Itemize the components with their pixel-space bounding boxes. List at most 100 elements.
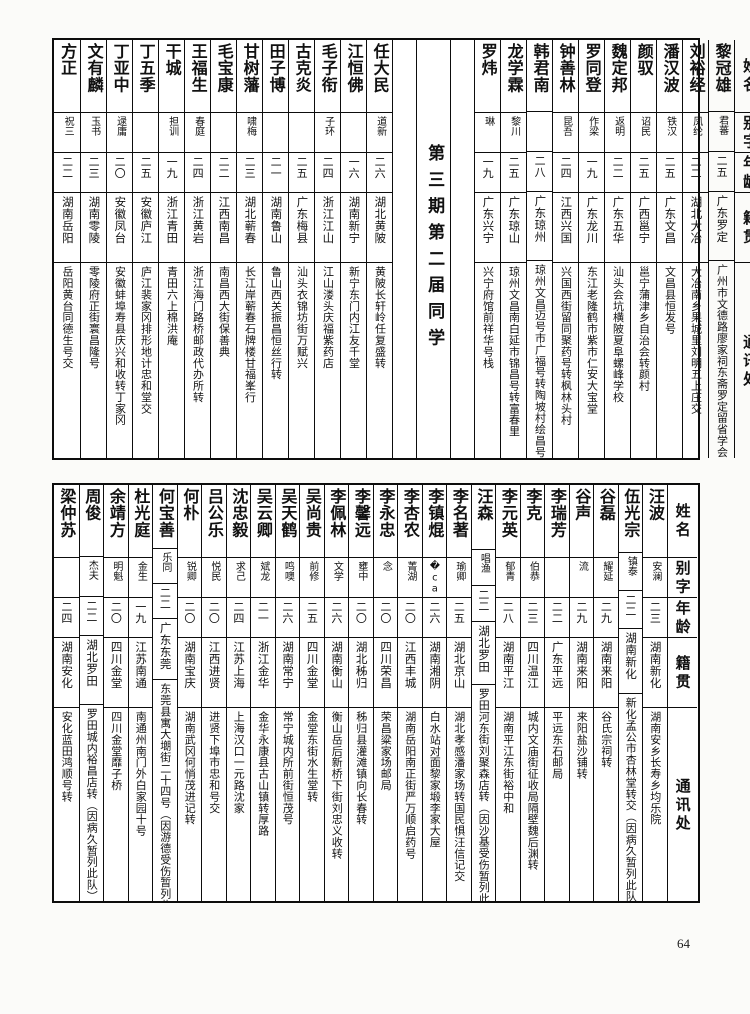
roster-entry-column[interactable]: 罗同登 作梁 一九 广东龙川 东江老隆鹤市紫市仁安大宝堂 <box>578 40 604 458</box>
entry-alias-cell: 瑜卿 <box>447 557 471 597</box>
roster-entry-column[interactable]: 干城 担训 一九 浙江青田 青田六上棉洪庵 <box>158 40 184 458</box>
roster-entry-column[interactable]: 吴尚贵 前修 二五 四川金堂 金堂东街水生堂转 <box>299 485 324 901</box>
header-name: 姓名 <box>741 58 750 95</box>
page-number: 64 <box>677 936 690 951</box>
roster-entry-column[interactable]: 古克炎 二五 广东梅县 汕头衣锦坊街万赋兴 <box>288 40 314 458</box>
entry-alias: 悦民 <box>208 561 220 582</box>
roster-entry-column[interactable]: 文有麟 玉书 二三 湖南零陵 零陵府正街寰昌隆号 <box>80 40 106 458</box>
roster-entry-column[interactable]: 何朴 锐卿 二〇 湖南宝庆 湖南武冈何悄茂进记转 <box>176 485 201 901</box>
entry-age: 二六 <box>280 601 294 624</box>
entry-name-cell: 吴云卿 <box>251 485 275 557</box>
roster-entry-column[interactable]: 汪森 唱渔 二二 湖北罗田 罗田河东街刘聚森店转（因沙基受伤暂列此队） <box>470 485 495 901</box>
entry-native-place: 广东梅县 <box>295 196 310 244</box>
header-address: 通讯处 <box>741 333 750 389</box>
entry-name: 吴天鹤 <box>278 488 298 538</box>
roster-entry-column[interactable]: 李馨远 壅中 二〇 湖北秭归 秭归县灌滩镇向长春转 <box>348 485 373 901</box>
roster-entry-column[interactable]: 江恒佛 一六 湖南新宁 新宁东门内江友千堂 <box>340 40 366 458</box>
entry-age-cell: 二一 <box>251 597 275 637</box>
roster-entry-column[interactable]: 毛宝康 二二 江西南昌 南昌西大街保善典 <box>210 40 236 458</box>
entry-age: 二九 <box>599 601 613 624</box>
roster-entry-column[interactable]: 谷磊 耀延 二九 湖南来阳 谷氏宗祠转 <box>593 485 618 901</box>
roster-entry-column[interactable]: 谷声流二九 湖南来阳 来阳盐沙铺转 <box>568 485 593 901</box>
entry-address-cell: 广州市文德路廖家祠东斋罗定留省学会 <box>709 260 734 458</box>
roster-entry-column[interactable]: 何宝善 乐同 二二 广东东莞 东莞县寓大㙟街二十四号（因游德受伤暂列此队） <box>152 485 177 901</box>
entry-alias-cell: 铁汉 <box>657 112 682 152</box>
roster-entry-column[interactable]: 潘汉波 铁汉 二五 广东文昌 文昌县恒发号 <box>656 40 682 458</box>
entry-name: 李名著 <box>449 488 469 538</box>
roster-entry-column[interactable]: 李永忠念二〇 四川荣昌 荣昌粱家场邮局 <box>372 485 397 901</box>
entry-native-place: 广西邕宁 <box>637 196 652 244</box>
entry-alias-cell: 壅中 <box>349 557 373 597</box>
entry-alias-cell: 昆吾 <box>553 112 578 152</box>
entry-native-place-cell: 广东罗定 <box>709 190 734 260</box>
entry-alias-cell: 作梁 <box>579 112 604 152</box>
entry-name: 李克 <box>523 488 543 522</box>
roster-entry-column[interactable]: 汪波 安澜 二三 湖南新化 湖南安乡长寿乡均乐院 <box>642 485 667 901</box>
entry-native-place: 广东兴宁 <box>481 196 496 244</box>
roster-entry-column[interactable]: 黎冠雄 君蕃 二五 广东罗定 广州市文德路廖家祠东斋罗定留省学会 <box>708 40 734 458</box>
entry-name: 汪森 <box>474 488 494 522</box>
roster-entry-column[interactable]: 龙学霖 黎川 二五 广东琼山 琼州文昌南白延市锦昌号转富春里 <box>500 40 526 458</box>
roster-entry-column[interactable]: 周俊 杰夫 二二 湖北罗田 罗田城内裕昌店转（因病久暂列此队） <box>78 485 103 901</box>
roster-entry-column[interactable]: 李杏农 菁湖 二〇 江西丰城 湖南岳阳南正街严万顺启药号 <box>397 485 422 901</box>
roster-entry-column[interactable]: 钟善林 昆吾 二四 江西兴国 兴国西街留同聚药号转枫林头村 <box>552 40 578 458</box>
roster-entry-column[interactable]: 梁仲苏 二四 湖南安化 安化蓝田鸿顺号转 <box>54 485 79 901</box>
roster-entry-column[interactable]: 丁五季 二五 安徽庐江 庐江裴家冈排形地计忠和堂交 <box>132 40 158 458</box>
roster-entry-column[interactable]: 余靖方 明魁 二〇 四川金堂 四川金堂靡子桥 <box>103 485 128 901</box>
entry-age: 二〇 <box>109 601 123 624</box>
roster-entry-column[interactable]: 吴天鹤 鸣噢 二六 湖南常宁 常宁城内所前街恒茂号 <box>274 485 299 901</box>
entry-alias: 诏民 <box>638 116 650 137</box>
entry-native-place-cell: 江西进贤 <box>202 637 226 707</box>
roster-entry-column[interactable]: 甘树藩 啸梅 二三 湖北蕲春 长江岸蕲春石牌楼甘福峯行 <box>236 40 262 458</box>
entry-native-place-cell: 广东琼州 <box>527 190 552 260</box>
roster-entry-column[interactable]: 毛子衔 子环 二四 浙江江山 江山溇头庆福紫药店 <box>314 40 340 458</box>
roster-entry-column[interactable]: 李名著 瑜卿 二五 湖北京山 湖北孝感潘家场转国民惧汪信记交 <box>446 485 471 901</box>
roster-entry-column[interactable]: 李瑞芳 二二 广东平远 平远东石邮局 <box>544 485 569 901</box>
entry-name: 甘树藩 <box>240 43 260 93</box>
roster-entry-column[interactable]: 李克 伯恭 二三 四川温江 城内文庙街征收局隔壁魏后渊转 <box>519 485 544 901</box>
entry-address-cell: 兴国西街留同聚药号转枫林头村 <box>553 262 578 458</box>
entry-name-cell: 李馨远 <box>349 485 373 557</box>
entry-name: 罗炜 <box>478 43 498 77</box>
roster-entry-column[interactable]: 沈忠毅 求己 二四 江苏上海 上海汉口一元路沈家 <box>225 485 250 901</box>
roster-entry-column[interactable]: 罗炜琳一九 广东兴宁 兴宁府馆前祥华号栈 <box>474 40 500 458</box>
entry-address: 平远东石邮局 <box>550 711 564 780</box>
roster-entry-column[interactable]: 王福生 春庭 二四 浙江黄岩 浙江海门路桥邮政代办所转 <box>184 40 210 458</box>
roster-entry-column[interactable]: 刘裕经 凤纶 二二 湖北大冶 大冶南乡果城里刘明五上庄交 <box>682 40 708 458</box>
entry-address: 兴国西街留同聚药号转枫林头村 <box>559 266 573 426</box>
entry-age-cell: 二六 <box>324 597 348 637</box>
roster-entry-column[interactable]: 颜驭 诏民 二五 广西邕宁 邕宁蒲津乡自治会转颜村 <box>630 40 656 458</box>
roster-entry-column[interactable]: 丁亚中 逯庸 二〇 安徽凤台 安徽蚌埠寿县庆兴和收转丁家冈 <box>106 40 132 458</box>
entry-native-place: 湖南平江 <box>501 641 516 689</box>
roster-entry-column[interactable]: 吕公乐 悦民 二〇 江西进贤 进贤下埠市忠和号交 <box>201 485 226 901</box>
entry-alias: 返明 <box>612 116 624 137</box>
entry-address: 湖南武冈何悄茂进记转 <box>183 711 197 825</box>
entry-age: 二五 <box>295 156 309 179</box>
entry-address: 常宁城内所前街恒茂号 <box>281 711 295 825</box>
roster-entry-column[interactable]: 韩君南 二八 广东琼州 琼州文昌迈号市广福号转陶坡村绘昌号 <box>526 40 552 458</box>
entry-alias: 黎川 <box>508 116 520 137</box>
entry-alias: 念 <box>380 561 392 572</box>
entry-native-place-cell: 湖南新化 <box>643 637 667 707</box>
roster-entry-column[interactable]: 伍光宗 镇泰 二二 湖南新化 新化孟公市杏林堂转交（因病久暂列此队） <box>617 485 642 901</box>
roster-entry-column[interactable]: 李佩林 文学 二六 湖南衡山 衡山岳后新桥下街刘忠义收转 <box>323 485 348 901</box>
header-address-cell: 通讯处 <box>667 707 697 901</box>
roster-entry-column[interactable]: 李元英 郁青 二八 湖南平江 湖南平江东街裕中和 <box>495 485 520 901</box>
entry-address-cell: 浙江海门路桥邮政代办所转 <box>185 262 210 458</box>
entry-age-cell: 二九 <box>594 597 618 637</box>
entry-age-cell: 二五 <box>501 152 526 192</box>
roster-entry-column[interactable]: 任大民 道新 二六 湖北黄陂 黄陂长轩岭任复盛转 <box>366 40 392 458</box>
entry-alias: �castle <box>429 561 440 597</box>
roster-entry-column[interactable]: 田子博 二一 湖南鲁山 鲁山西关振昌恒丝行转 <box>262 40 288 458</box>
roster-entry-column[interactable]: 杜光庭 金生 一九 江苏南通 南通州南门外白家园十号 <box>127 485 152 901</box>
roster-entry-column[interactable]: 吴云卿 斌龙 二一 浙江金华 金华永康县古山镇转厚路 <box>250 485 275 901</box>
entry-name-cell: 古克炎 <box>289 40 314 112</box>
entry-address: 白水站对面黎家塅李家大屋 <box>428 711 442 848</box>
roster-entry-column[interactable]: 方正 祝三 二二 湖南岳阳 岳阳黄台同德生号交 <box>54 40 80 458</box>
entry-name: 梁仲苏 <box>57 488 77 538</box>
entry-address: 琼州文昌南白延市锦昌号转富春里 <box>507 266 521 437</box>
entry-age: 二二 <box>689 156 703 179</box>
roster-entry-column[interactable]: 魏定邦 返明 二二 广东五华 汕头会坑横陂夏阜螺峰学校 <box>604 40 630 458</box>
entry-age-cell: 二五 <box>657 152 682 192</box>
